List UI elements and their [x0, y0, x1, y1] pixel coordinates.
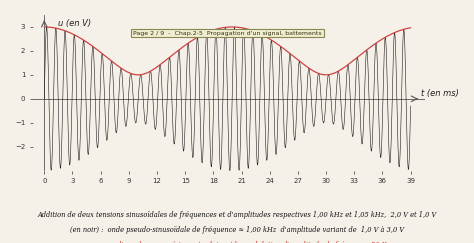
Text: t (en ms): t (en ms)	[421, 89, 459, 98]
Text: (en noir) :  onde pseudo-sinusoïdale de fréquence ≈ 1,00 kHz  d'amplitude varian: (en noir) : onde pseudo-sinusoïdale de f…	[70, 226, 404, 234]
Text: Addition de deux tensions sinusoïdales de fréquences et d'amplitudes respectives: Addition de deux tensions sinusoïdales d…	[37, 211, 437, 219]
Text: en rouge : l'enveloppe supérieure traduisant la modulation d'amplitude de fréque: en rouge : l'enveloppe supérieure tradui…	[83, 241, 391, 243]
Text: Page 2 / 9  -  Chap.2-5  Propagation d'un signal, battements: Page 2 / 9 - Chap.2-5 Propagation d'un s…	[133, 31, 322, 35]
Text: u (en V): u (en V)	[58, 19, 91, 28]
